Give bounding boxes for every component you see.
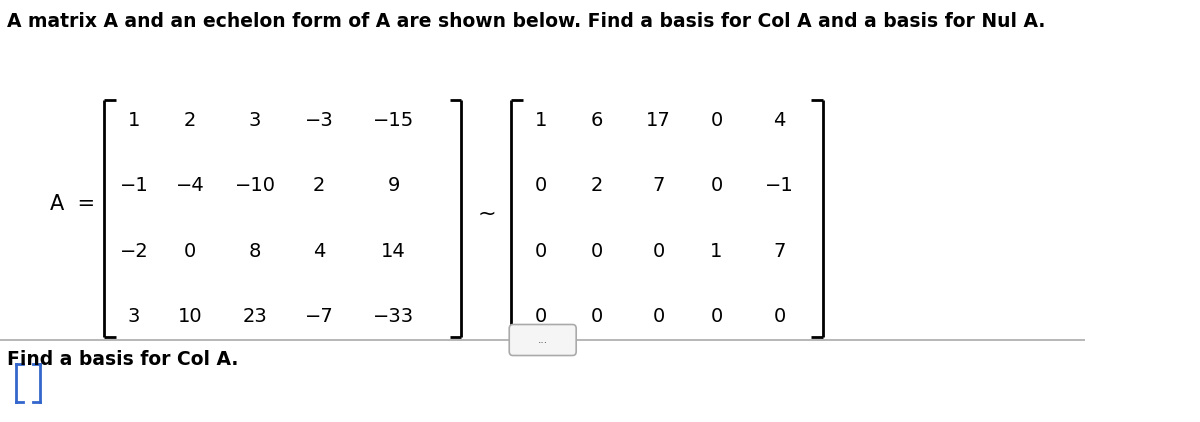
- Text: 0: 0: [653, 308, 665, 327]
- Text: 14: 14: [382, 242, 406, 261]
- Text: 0: 0: [535, 176, 547, 195]
- FancyBboxPatch shape: [509, 325, 576, 355]
- Text: −33: −33: [373, 308, 414, 327]
- Text: −3: −3: [305, 111, 334, 130]
- Text: 3: 3: [127, 308, 140, 327]
- Text: 0: 0: [774, 308, 786, 327]
- Text: Find a basis for Col A.: Find a basis for Col A.: [7, 350, 239, 369]
- Text: 0: 0: [710, 111, 722, 130]
- Text: 0: 0: [184, 242, 196, 261]
- Text: 2: 2: [313, 176, 325, 195]
- Text: 9: 9: [388, 176, 400, 195]
- Text: 4: 4: [313, 242, 325, 261]
- Text: 3: 3: [248, 111, 262, 130]
- Text: A matrix A and an echelon form of A are shown below. Find a basis for Col A and : A matrix A and an echelon form of A are …: [7, 12, 1045, 31]
- Text: 0: 0: [710, 308, 722, 327]
- Text: 4: 4: [774, 111, 786, 130]
- Text: 1: 1: [710, 242, 722, 261]
- Text: ~: ~: [478, 204, 496, 224]
- Text: ...: ...: [538, 335, 547, 345]
- Text: −1: −1: [766, 176, 794, 195]
- Text: −4: −4: [175, 176, 204, 195]
- Text: 17: 17: [646, 111, 671, 130]
- Text: 8: 8: [248, 242, 262, 261]
- Text: −10: −10: [234, 176, 276, 195]
- Text: −1: −1: [120, 176, 149, 195]
- Text: 2: 2: [590, 176, 604, 195]
- Text: 0: 0: [653, 242, 665, 261]
- Text: 2: 2: [184, 111, 196, 130]
- Text: 0: 0: [590, 242, 604, 261]
- Text: 6: 6: [590, 111, 604, 130]
- Text: −15: −15: [373, 111, 414, 130]
- Text: −2: −2: [120, 242, 149, 261]
- Text: 0: 0: [535, 242, 547, 261]
- Text: 10: 10: [178, 308, 203, 327]
- Text: A  =: A =: [49, 194, 95, 214]
- Text: 7: 7: [653, 176, 665, 195]
- Text: 0: 0: [710, 176, 722, 195]
- Text: 1: 1: [127, 111, 140, 130]
- Text: 23: 23: [242, 308, 268, 327]
- Text: 0: 0: [590, 308, 604, 327]
- Text: 7: 7: [774, 242, 786, 261]
- Text: 0: 0: [535, 308, 547, 327]
- Text: 1: 1: [535, 111, 547, 130]
- Text: −7: −7: [305, 308, 334, 327]
